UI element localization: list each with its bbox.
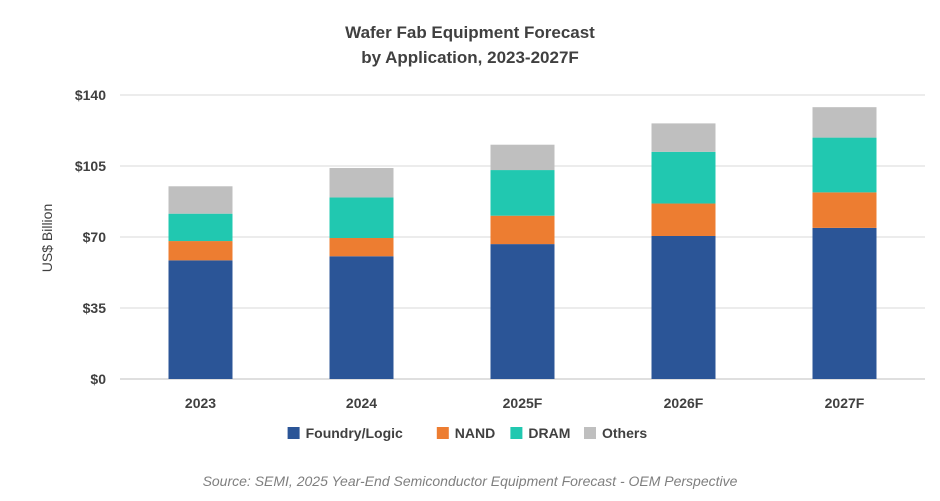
bar-segment — [651, 203, 716, 236]
bar-segment — [812, 137, 877, 193]
legend: Foundry/Logic NAND DRAM Others — [287, 425, 647, 441]
x-tick-label: 2024 — [346, 395, 377, 411]
legend-swatch — [510, 427, 523, 439]
bar-segment — [490, 170, 555, 216]
bar-segment — [168, 186, 233, 214]
legend-label: NAND — [455, 425, 495, 441]
x-tick-label: 2023 — [185, 395, 216, 411]
bar-segment — [651, 151, 716, 204]
bar-segment — [490, 215, 555, 245]
y-tick-label: $140 — [75, 87, 106, 103]
bar-segment — [329, 168, 394, 198]
legend-label: Others — [602, 425, 647, 441]
legend-label: DRAM — [528, 425, 570, 441]
chart-subtitle: by Application, 2023-2027F — [361, 48, 579, 67]
legend-label: Foundry/Logic — [306, 425, 403, 441]
x-axis-ticks: 2023 2024 2025F 2026F 2027F — [185, 395, 865, 411]
legend-swatch — [287, 427, 300, 439]
y-tick-label: $35 — [83, 300, 107, 316]
bar-segment — [168, 213, 233, 242]
y-axis-label: US$ Billion — [39, 204, 55, 272]
y-tick-label: $0 — [90, 371, 106, 387]
bar-segment — [812, 227, 877, 379]
bar-segment — [812, 192, 877, 228]
bar-segment — [490, 244, 555, 379]
y-tick-label: $105 — [75, 158, 106, 174]
bar-segment — [329, 197, 394, 239]
bar-segment — [329, 256, 394, 379]
bar-segment — [651, 235, 716, 379]
y-tick-label: $70 — [83, 229, 107, 245]
bars — [168, 107, 877, 379]
x-tick-label: 2027F — [825, 395, 865, 411]
bar-segment — [329, 238, 394, 257]
legend-swatch — [436, 427, 449, 439]
chart-title: Wafer Fab Equipment Forecast — [345, 23, 595, 42]
x-tick-label: 2026F — [664, 395, 704, 411]
bar-segment — [168, 260, 233, 379]
bar-segment — [490, 144, 555, 171]
bar-segment — [168, 241, 233, 261]
x-tick-label: 2025F — [503, 395, 543, 411]
bar-segment — [651, 123, 716, 152]
bar-segment — [812, 107, 877, 138]
source-note: Source: SEMI, 2025 Year-End Semiconducto… — [203, 473, 738, 489]
legend-swatch — [584, 427, 596, 439]
y-axis-ticks: $0 $35 $70 $105 $140 — [75, 87, 106, 387]
